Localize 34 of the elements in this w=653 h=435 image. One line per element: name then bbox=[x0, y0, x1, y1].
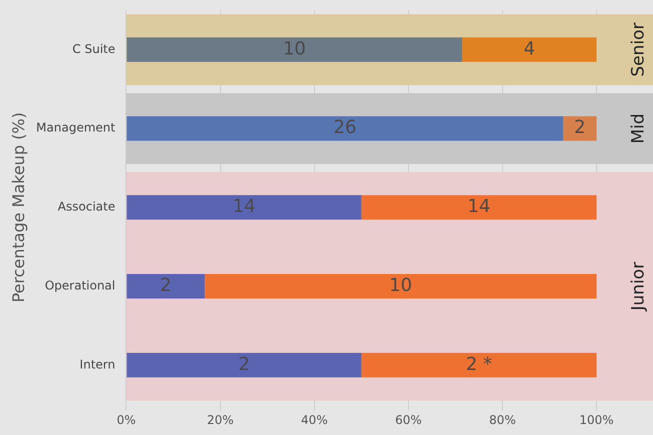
bar bbox=[126, 195, 362, 220]
x-tick-label: 40% bbox=[301, 412, 328, 427]
x-tick-label: 100% bbox=[579, 412, 614, 427]
annotation: 4 bbox=[524, 38, 536, 60]
annotation: 10 bbox=[389, 274, 412, 296]
y-tick-label: Intern bbox=[80, 357, 116, 372]
x-tick-label: 80% bbox=[489, 412, 516, 427]
bar bbox=[563, 116, 597, 141]
annotation: 14 bbox=[468, 196, 490, 218]
x-tick-label: 20% bbox=[206, 412, 234, 427]
annotation: 2 bbox=[574, 117, 586, 138]
band-label: Senior bbox=[628, 22, 648, 77]
x-tick-label: 60% bbox=[395, 412, 422, 427]
bar bbox=[126, 37, 462, 62]
bar bbox=[462, 37, 597, 62]
x-tick-label: 0% bbox=[116, 412, 136, 427]
annotation: 10 bbox=[282, 38, 306, 60]
annotation: 14 bbox=[232, 196, 256, 218]
band-label: Mid bbox=[628, 113, 648, 144]
annotation: 2 bbox=[238, 354, 250, 375]
bar bbox=[204, 274, 597, 299]
bar bbox=[126, 274, 205, 299]
bar bbox=[361, 195, 597, 220]
y-tick-label: C Suite bbox=[72, 42, 116, 56]
bar bbox=[126, 352, 362, 378]
band-label: Junior bbox=[628, 262, 648, 312]
bar bbox=[361, 352, 597, 378]
y-tick-label: Operational bbox=[44, 278, 116, 292]
annotation: 26 bbox=[334, 117, 356, 138]
annotation: 2 * bbox=[466, 354, 492, 375]
y-tick-label: Associate bbox=[58, 200, 116, 214]
y-axis-title: Percentage Makeup (%) bbox=[8, 112, 28, 303]
y-tick-label: Management bbox=[36, 120, 116, 135]
annotation: 2 bbox=[160, 274, 172, 296]
